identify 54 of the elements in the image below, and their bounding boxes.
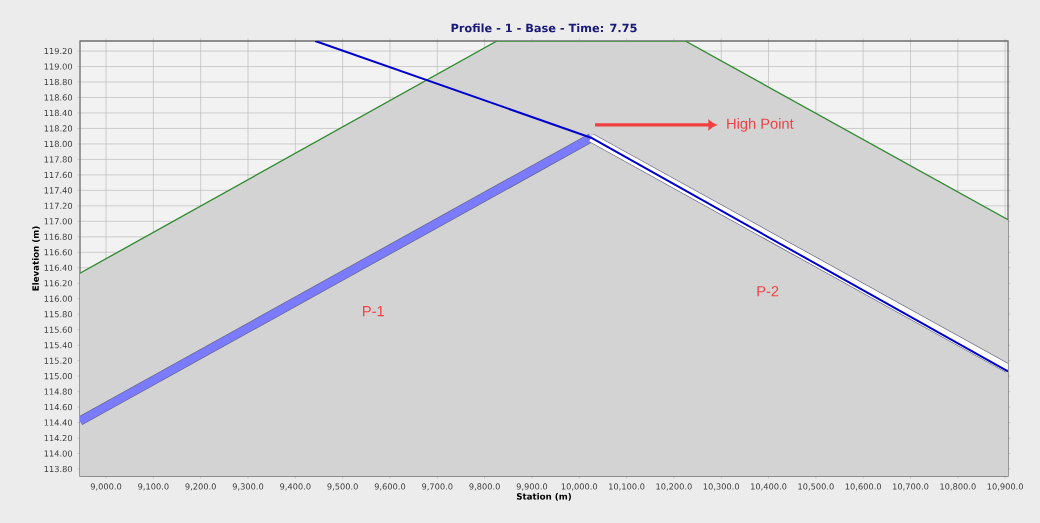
x-tick-label: 9,000.0 bbox=[90, 483, 122, 491]
y-tick-label: 115.40 bbox=[44, 342, 73, 349]
x-tick-label: 10,700.0 bbox=[893, 483, 929, 491]
x-tick-label: 9,500.0 bbox=[327, 483, 358, 491]
y-tick-label: 117.60 bbox=[44, 171, 73, 179]
x-axis-title: Station (m) bbox=[516, 492, 571, 501]
x-tick-label: 10,500.0 bbox=[798, 483, 834, 491]
x-tick-label: 10,200.0 bbox=[656, 483, 692, 491]
y-tick-label: 118.60 bbox=[44, 94, 73, 101]
y-tick-label: 119.20 bbox=[44, 47, 73, 55]
y-tick-label: 114.80 bbox=[44, 388, 73, 395]
y-tick-label: 118.40 bbox=[44, 109, 73, 117]
y-tick-label: 116.20 bbox=[44, 280, 73, 287]
y-tick-label: 118.20 bbox=[44, 125, 73, 132]
x-tick-label: 10,300.0 bbox=[703, 483, 740, 491]
y-tick-label: 117.00 bbox=[44, 218, 73, 225]
x-tick-label: 9,200.0 bbox=[185, 483, 216, 491]
x-tick-label: 9,800.0 bbox=[469, 483, 500, 491]
y-tick-label: 116.40 bbox=[44, 264, 73, 271]
x-tick-label: 10,900.0 bbox=[987, 483, 1024, 491]
x-tick-label: 9,600.0 bbox=[374, 483, 406, 491]
x-tick-label: 9,400.0 bbox=[280, 483, 311, 491]
y-tick-label: 114.40 bbox=[44, 419, 73, 426]
y-tick-label: 115.00 bbox=[44, 373, 73, 380]
y-tick-label: 119.00 bbox=[44, 63, 73, 70]
annotation: P-2 bbox=[757, 286, 779, 297]
y-tick-label: 117.40 bbox=[44, 187, 73, 194]
x-tick-label: 10,600.0 bbox=[845, 483, 882, 491]
x-tick-label: 9,300.0 bbox=[232, 483, 264, 491]
y-tick-label: 118.80 bbox=[44, 78, 73, 86]
chart-title: Profile - 1 - Base - Time: 7.75 bbox=[451, 23, 637, 33]
x-tick-label: 9,900.0 bbox=[516, 483, 548, 491]
y-tick-label: 115.60 bbox=[44, 326, 73, 333]
y-tick-label: 114.00 bbox=[44, 450, 73, 457]
annotation: High Point bbox=[727, 118, 794, 132]
y-tick-label: 116.60 bbox=[44, 249, 73, 256]
y-tick-label: 115.80 bbox=[44, 311, 73, 318]
y-tick-label: 117.80 bbox=[44, 156, 73, 163]
y-tick-label: 115.20 bbox=[44, 357, 73, 364]
y-tick-label: 113.80 bbox=[44, 465, 73, 473]
y-tick-label: 116.80 bbox=[44, 233, 73, 240]
y-tick-label: 117.20 bbox=[44, 202, 73, 209]
x-tick-label: 10,800.0 bbox=[940, 483, 976, 491]
x-tick-label: 9,100.0 bbox=[138, 483, 169, 491]
y-tick-label: 118.00 bbox=[44, 140, 73, 148]
x-tick-label: 10,100.0 bbox=[609, 483, 645, 491]
annotation: P-1 bbox=[363, 306, 384, 317]
x-tick-label: 9,700.0 bbox=[422, 483, 453, 491]
y-tick-label: 116.00 bbox=[44, 295, 73, 302]
x-tick-label: 10,400.0 bbox=[751, 483, 787, 491]
y-tick-label: 114.20 bbox=[44, 434, 73, 442]
x-tick-label: 10,000.0 bbox=[561, 483, 598, 491]
y-tick-label: 114.60 bbox=[44, 403, 73, 411]
y-axis-title: Elevation (m) bbox=[32, 226, 40, 291]
